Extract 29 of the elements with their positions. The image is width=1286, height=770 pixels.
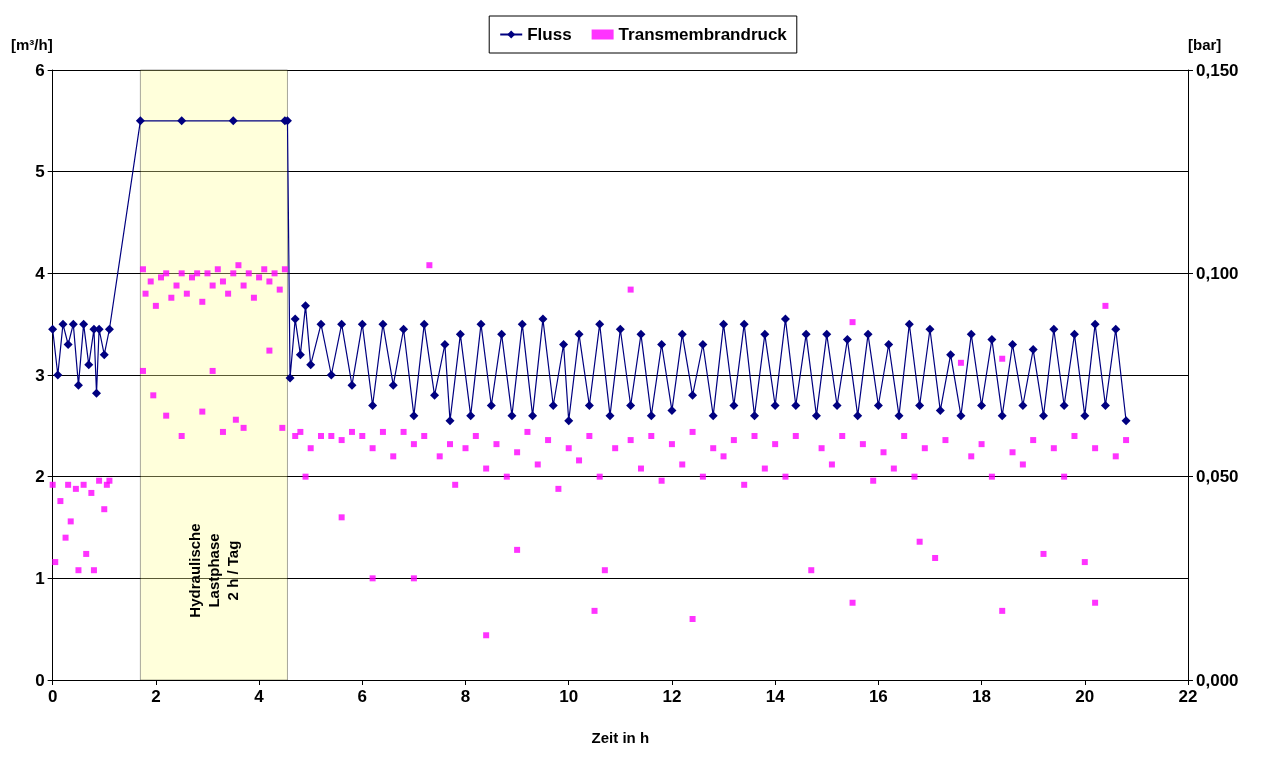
x-tick-label: 10 — [559, 687, 579, 706]
y2-tick-label: 0,050 — [1196, 467, 1239, 487]
x-tick-label: 14 — [765, 687, 786, 706]
x-tick-label: 20 — [1075, 687, 1095, 706]
band-label: Hydraulische Lastphase 2 h / Tag — [186, 523, 242, 618]
y-tick-label: 1 — [35, 568, 45, 588]
y-tick-label: 0 — [35, 670, 45, 690]
x-axis-title: Zeit in h — [591, 729, 650, 746]
x-tick-label: 0 — [47, 687, 58, 706]
y-tick-label: 3 — [35, 365, 45, 385]
legend-label: Fluss — [527, 25, 572, 44]
x-tick-label: 16 — [868, 687, 888, 706]
y2-tick-label: 0,150 — [1196, 60, 1239, 80]
x-tick-label: 22 — [1178, 687, 1198, 706]
y-tick-label: 6 — [35, 60, 45, 80]
legend-label: Transmembrandruck — [618, 25, 788, 44]
x-tick-label: 6 — [357, 687, 368, 706]
y-tick-label: 4 — [35, 263, 46, 283]
x-tick-label: 12 — [662, 687, 682, 706]
y-tick-label: 5 — [35, 162, 45, 182]
y-axis-title: [m³/h] — [11, 36, 53, 53]
y2-tick-label: 0,000 — [1196, 670, 1239, 690]
x-tick-label: 4 — [254, 687, 265, 706]
x-tick-label: 2 — [151, 687, 161, 706]
x-tick-label: 18 — [972, 687, 992, 706]
y2-tick-label: 0,100 — [1196, 263, 1239, 283]
x-tick-label: 8 — [460, 687, 471, 706]
y2-axis-title: [bar] — [1188, 36, 1222, 53]
y-tick-label: 2 — [35, 467, 45, 487]
